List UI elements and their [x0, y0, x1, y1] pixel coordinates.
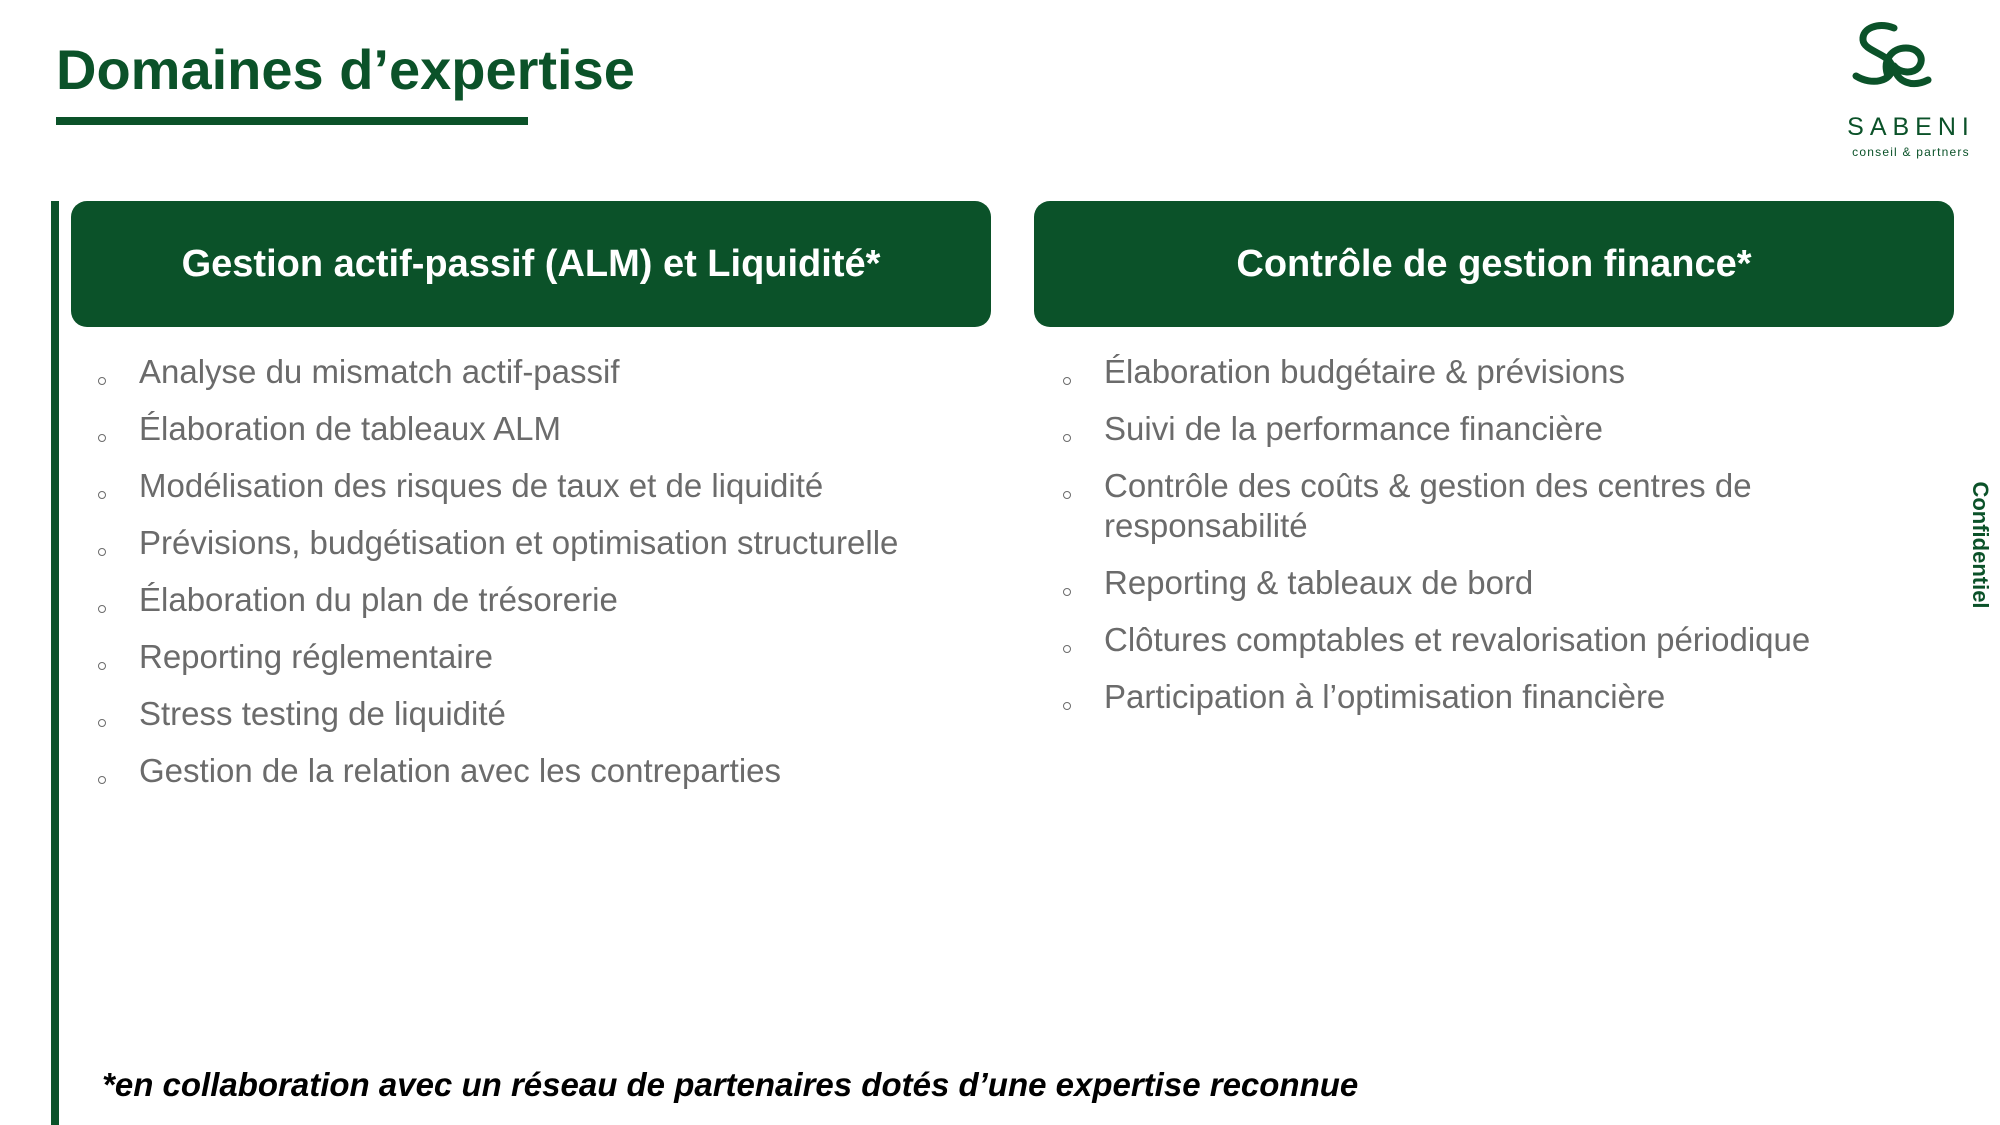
list-item-text: Stress testing de liquidité	[139, 695, 506, 732]
list-item: Clôtures comptables et revalorisation pé…	[1061, 620, 1921, 660]
list-item: Gestion de la relation avec les contrepa…	[96, 751, 996, 791]
page-title: Domaines d’expertise	[56, 38, 635, 101]
list-item: Analyse du mismatch actif-passif	[96, 352, 996, 392]
logo-tagline: conseil & partners	[1852, 145, 1970, 159]
list-item-text: Suivi de la performance financière	[1104, 410, 1603, 447]
list-item-text: Analyse du mismatch actif-passif	[139, 353, 620, 390]
bullet-icon	[98, 548, 106, 556]
list-item-text: Élaboration budgétaire & prévisions	[1104, 353, 1625, 390]
bullet-icon	[1063, 588, 1071, 596]
list-item-text: Gestion de la relation avec les contrepa…	[139, 752, 782, 789]
confidential-label: Confidentiel	[1968, 481, 1993, 609]
bullet-icon	[98, 776, 106, 784]
logo-monogram-icon	[1852, 22, 1932, 87]
list-item: Reporting & tableaux de bord	[1061, 563, 1921, 603]
list-item-text: Élaboration de tableaux ALM	[139, 410, 561, 447]
bullet-icon	[1063, 377, 1071, 385]
list-item-text: Clôtures comptables et revalorisation pé…	[1104, 621, 1811, 658]
sabeni-logo: SABENI conseil & partners	[1847, 22, 1975, 159]
list-item: Contrôle des coûts & gestion des centres…	[1061, 466, 1921, 546]
list-item: Reporting réglementaire	[96, 637, 996, 677]
bullet-icon	[1063, 645, 1071, 653]
bullet-icon	[98, 662, 106, 670]
footnote: *en collaboration avec un réseau de part…	[102, 1066, 1359, 1103]
panel-title-controle: Contrôle de gestion finance*	[1236, 242, 1752, 285]
list-item-text: Élaboration du plan de trésorerie	[139, 581, 618, 618]
left-accent-bar	[51, 201, 59, 1125]
list-item-text: Reporting & tableaux de bord	[1104, 564, 1534, 601]
list-item: Suivi de la performance financière	[1061, 409, 1921, 449]
list-item: Modélisation des risques de taux et de l…	[96, 466, 996, 506]
controle-item-list: Élaboration budgétaire & prévisions Suiv…	[1061, 352, 1921, 734]
logo-brand: SABENI	[1847, 113, 1975, 141]
list-item-text: Reporting réglementaire	[139, 638, 494, 675]
bullet-icon	[1063, 491, 1071, 499]
list-item: Prévisions, budgétisation et optimisatio…	[96, 523, 996, 563]
bullet-icon	[98, 491, 106, 499]
list-item-text: Prévisions, budgétisation et optimisatio…	[139, 524, 899, 561]
bullet-icon	[98, 605, 106, 613]
panel-title-alm: Gestion actif-passif (ALM) et Liquidité*	[181, 242, 881, 285]
bullet-icon	[1063, 434, 1071, 442]
list-item: Stress testing de liquidité	[96, 694, 996, 734]
bullet-icon	[98, 719, 106, 727]
list-item-text: Contrôle des coûts & gestion des centres…	[1104, 467, 1752, 544]
title-underline	[56, 117, 528, 125]
panel-header-alm: Gestion actif-passif (ALM) et Liquidité*	[71, 201, 991, 327]
panel-header-controle: Contrôle de gestion finance*	[1034, 201, 1954, 327]
list-item: Participation à l’optimisation financièr…	[1061, 677, 1921, 717]
list-item: Élaboration budgétaire & prévisions	[1061, 352, 1921, 392]
bullet-icon	[98, 377, 106, 385]
list-item: Élaboration du plan de trésorerie	[96, 580, 996, 620]
bullet-icon	[1063, 702, 1071, 710]
list-item-text: Modélisation des risques de taux et de l…	[139, 467, 824, 504]
list-item-text: Participation à l’optimisation financièr…	[1104, 678, 1666, 715]
alm-item-list: Analyse du mismatch actif-passif Élabora…	[96, 352, 996, 808]
list-item: Élaboration de tableaux ALM	[96, 409, 996, 449]
bullet-icon	[98, 434, 106, 442]
